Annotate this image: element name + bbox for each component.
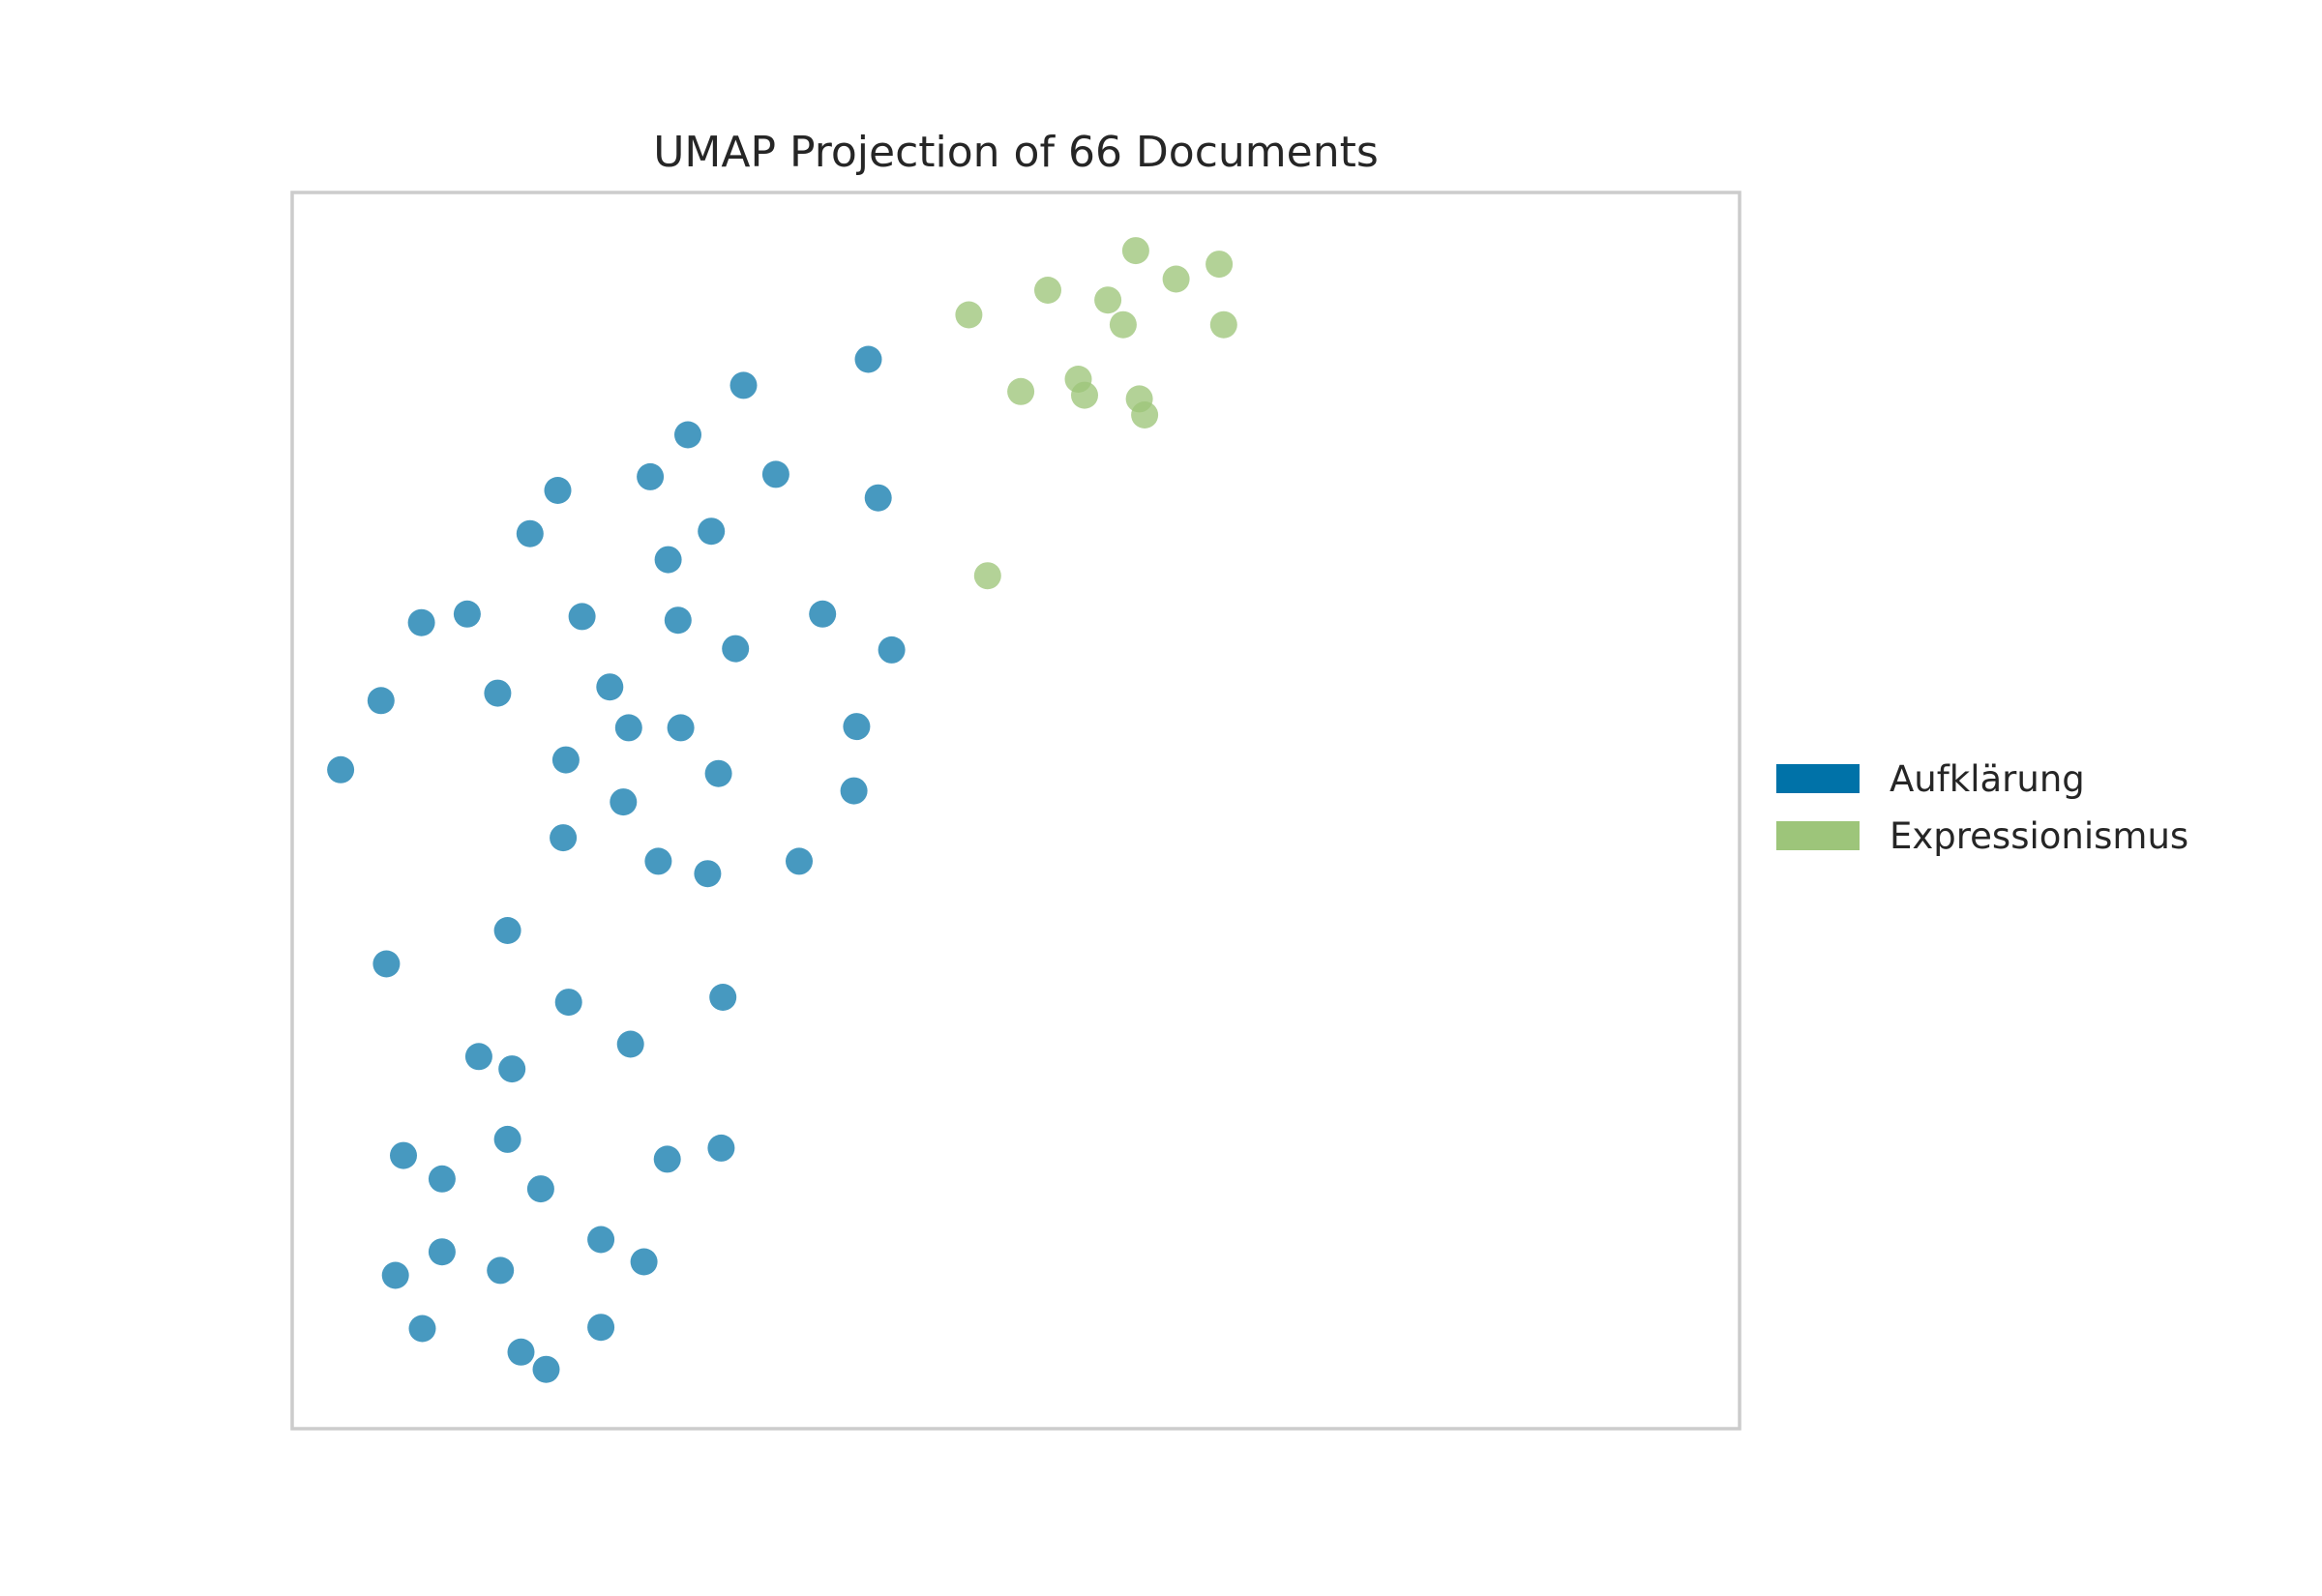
point-aufklarung-51 (507, 1338, 535, 1366)
point-aufklarung-22 (667, 714, 695, 742)
point-aufklarung-7 (698, 517, 726, 546)
point-aufklarung-46 (381, 1261, 409, 1289)
point-expressionismus-6 (1109, 310, 1137, 339)
data-points (327, 237, 1237, 1383)
point-aufklarung-34 (554, 989, 582, 1017)
point-aufklarung-48 (587, 1226, 615, 1254)
point-expressionismus-11 (1071, 381, 1098, 409)
legend-swatch-aufklarung (1776, 764, 1860, 793)
point-aufklarung-11 (453, 600, 481, 628)
point-expressionismus-7 (1209, 310, 1237, 339)
point-aufklarung-53 (587, 1314, 615, 1342)
point-aufklarung-45 (428, 1238, 456, 1266)
point-expressionismus-12 (1131, 401, 1159, 429)
point-aufklarung-38 (616, 1030, 644, 1058)
point-expressionismus-13 (973, 562, 1001, 590)
point-aufklarung-23 (843, 713, 871, 741)
point-aufklarung-12 (568, 603, 596, 631)
point-aufklarung-2 (674, 421, 701, 449)
point-aufklarung-14 (809, 600, 837, 628)
point-aufklarung-0 (854, 345, 882, 373)
point-expressionismus-5 (1206, 251, 1234, 279)
point-aufklarung-1 (729, 371, 758, 399)
point-aufklarung-8 (654, 546, 682, 574)
chart-title: UMAP Projection of 66 Documents (653, 128, 1379, 177)
point-aufklarung-24 (551, 746, 580, 774)
point-aufklarung-26 (610, 788, 638, 816)
point-aufklarung-25 (704, 759, 732, 787)
point-aufklarung-27 (550, 824, 578, 852)
point-expressionismus-3 (1094, 286, 1122, 314)
point-aufklarung-4 (761, 460, 789, 488)
legend: Aufklärung Expressionismus (1776, 758, 2188, 857)
point-aufklarung-13 (664, 606, 692, 635)
point-aufklarung-9 (864, 484, 892, 512)
point-aufklarung-35 (709, 984, 737, 1011)
legend-label-expressionismus: Expressionismus (1890, 815, 2188, 857)
point-expressionismus-2 (1034, 277, 1061, 304)
point-expressionismus-4 (955, 301, 983, 329)
point-aufklarung-15 (722, 635, 750, 663)
point-aufklarung-50 (408, 1315, 436, 1343)
point-expressionismus-9 (1007, 377, 1035, 405)
point-aufklarung-20 (327, 755, 355, 783)
plot-frame (290, 191, 1742, 1431)
point-expressionismus-1 (1162, 265, 1190, 293)
point-aufklarung-42 (526, 1175, 554, 1203)
point-aufklarung-17 (367, 687, 395, 715)
point-aufklarung-33 (372, 950, 401, 978)
point-aufklarung-29 (644, 847, 672, 875)
point-aufklarung-28 (840, 777, 868, 805)
point-aufklarung-18 (484, 679, 512, 707)
point-aufklarung-44 (707, 1134, 735, 1162)
point-aufklarung-30 (694, 860, 722, 888)
point-expressionismus-0 (1121, 237, 1149, 265)
point-aufklarung-47 (487, 1256, 515, 1285)
legend-label-aufklarung: Aufklärung (1890, 758, 2085, 800)
legend-swatch-expressionismus (1776, 821, 1860, 850)
point-aufklarung-21 (614, 714, 642, 742)
point-aufklarung-10 (407, 608, 435, 636)
point-aufklarung-5 (544, 477, 572, 504)
point-aufklarung-16 (878, 635, 906, 664)
point-aufklarung-6 (516, 519, 544, 547)
point-aufklarung-31 (786, 847, 813, 875)
point-aufklarung-3 (637, 462, 665, 490)
point-aufklarung-41 (428, 1165, 456, 1193)
point-aufklarung-39 (493, 1125, 521, 1153)
point-aufklarung-49 (630, 1248, 658, 1276)
point-aufklarung-37 (498, 1055, 526, 1083)
point-aufklarung-40 (390, 1141, 417, 1169)
point-aufklarung-36 (464, 1043, 492, 1071)
point-aufklarung-19 (596, 673, 624, 701)
point-aufklarung-43 (653, 1145, 681, 1173)
point-aufklarung-52 (532, 1355, 560, 1383)
point-aufklarung-32 (493, 917, 521, 944)
